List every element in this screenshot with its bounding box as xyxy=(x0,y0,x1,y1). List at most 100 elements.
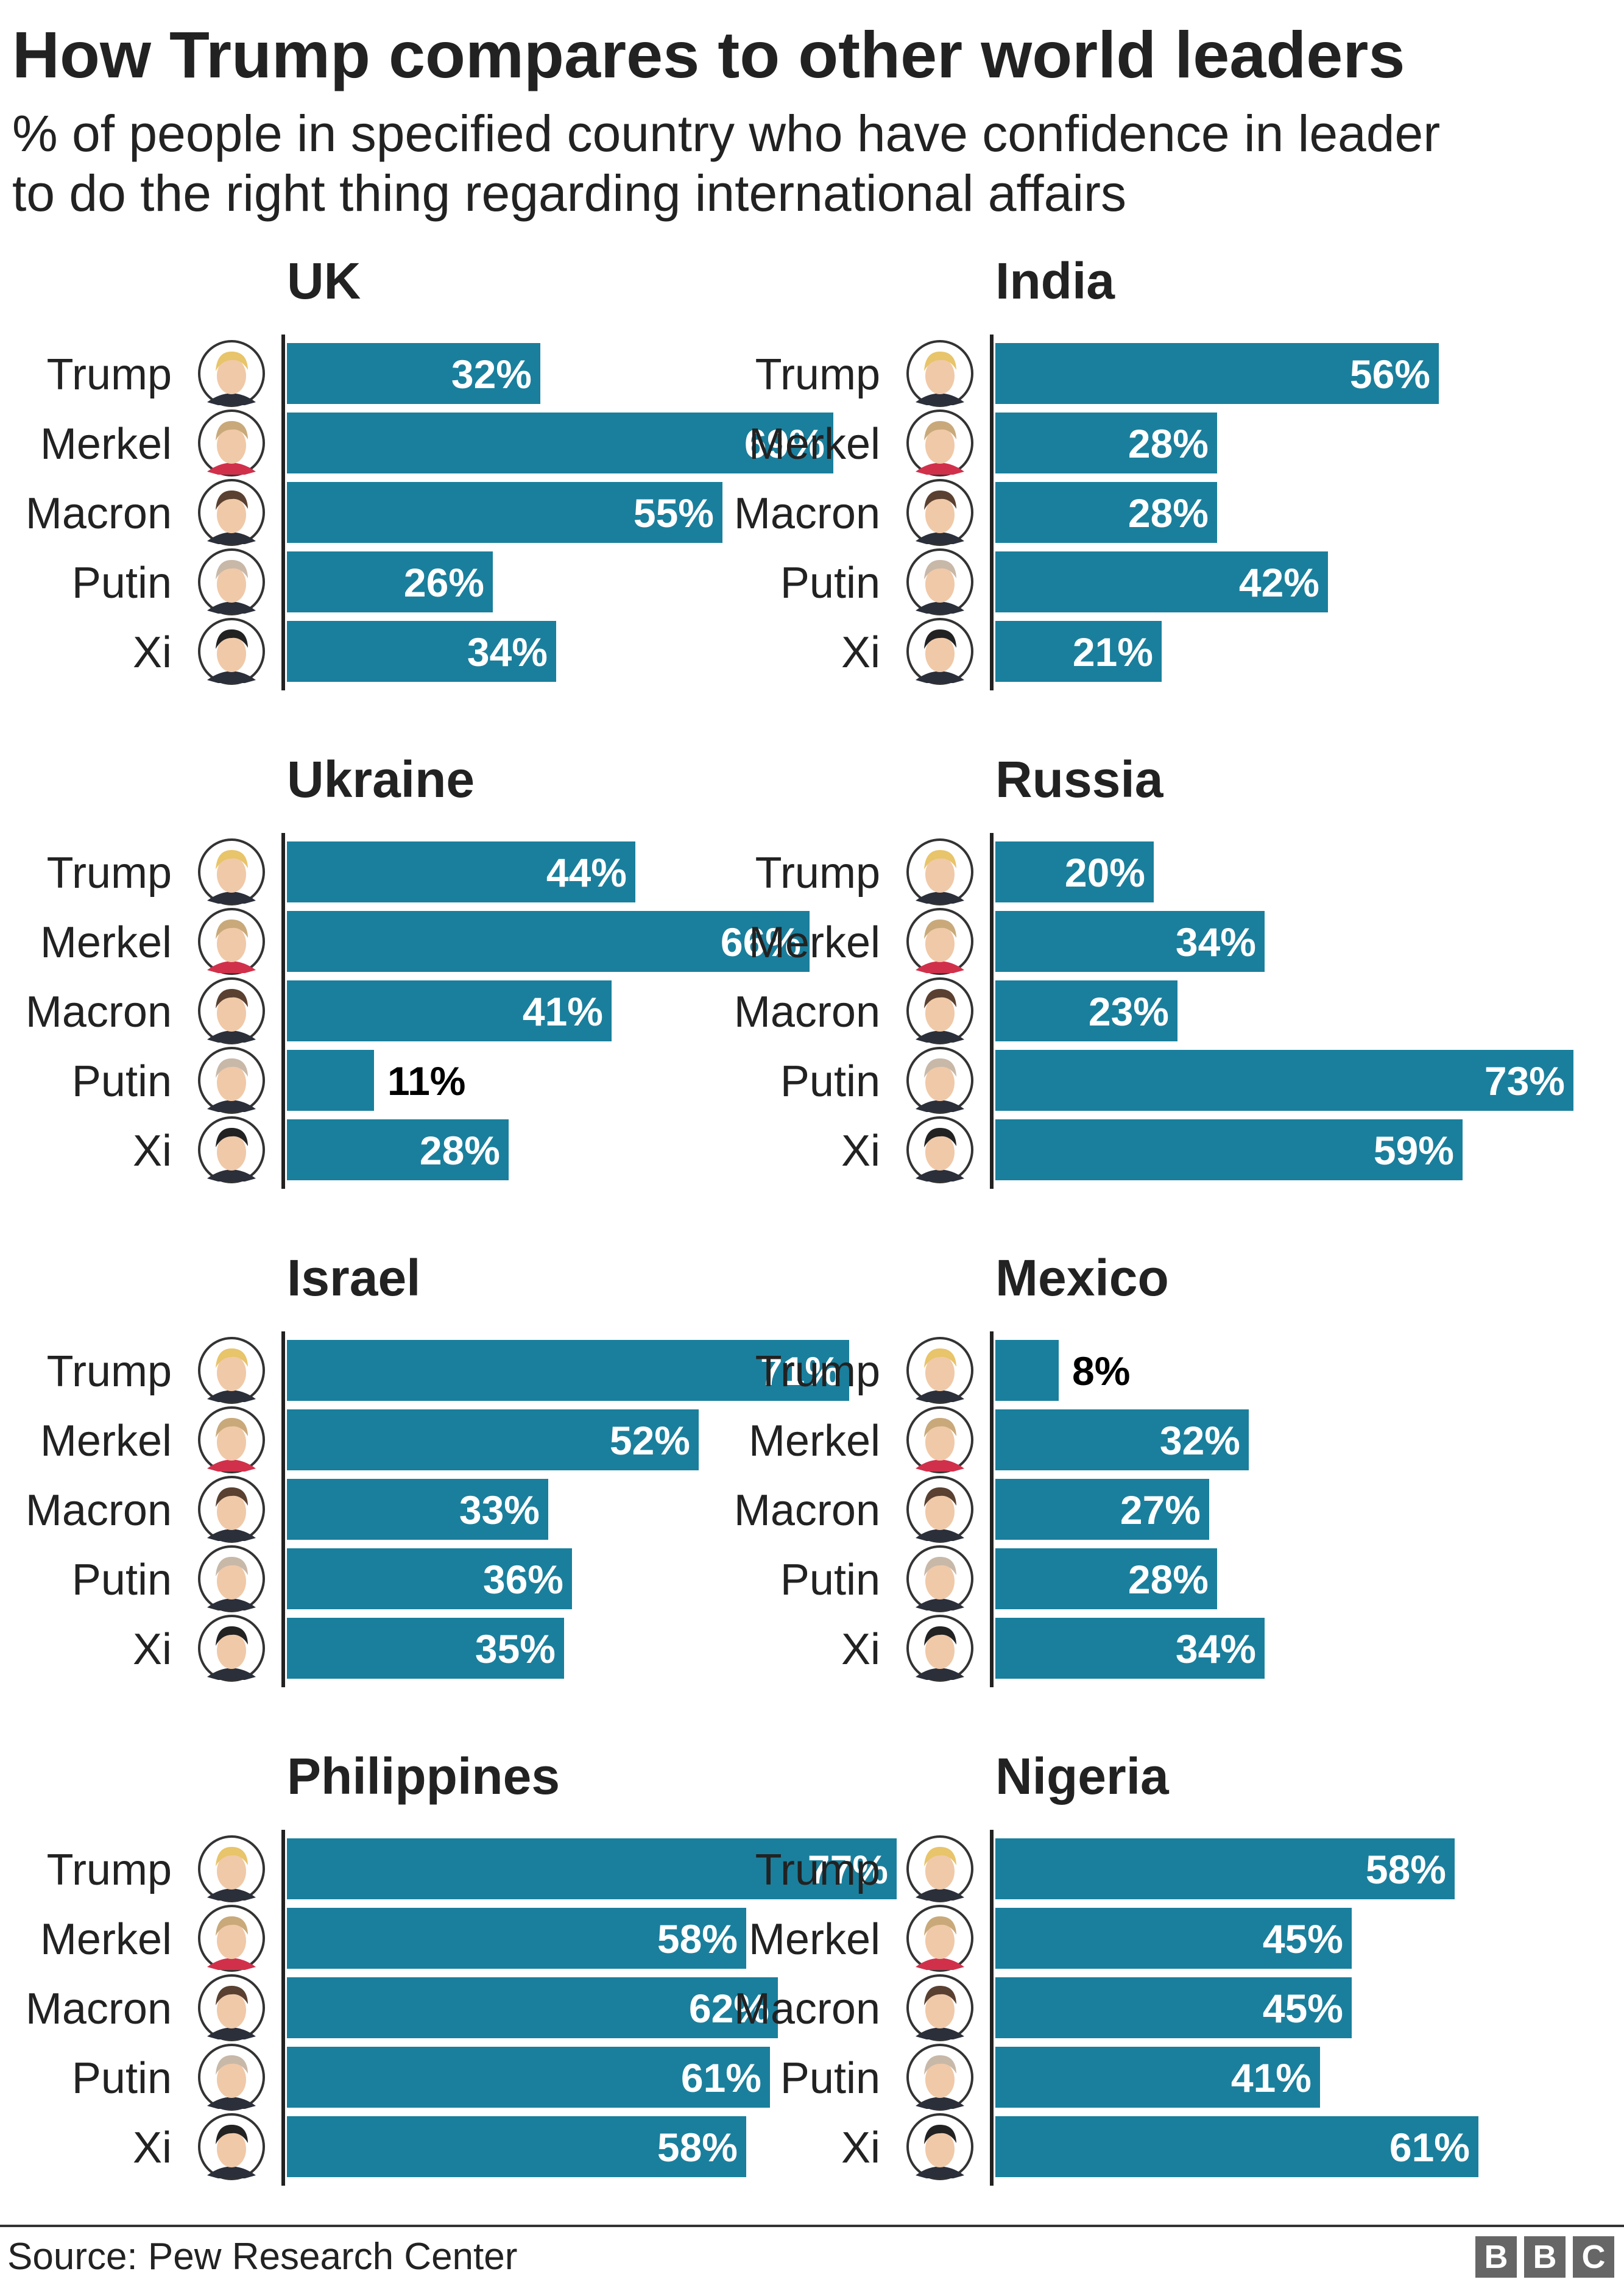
bar-nigeria-macron xyxy=(995,1977,1352,2038)
chart-subtitle: % of people in specified country who hav… xyxy=(12,104,1608,223)
value-label-ukraine-trump: 44% xyxy=(546,850,627,895)
value-label-israel-putin: 36% xyxy=(483,1557,563,1602)
bar-philippines-xi xyxy=(287,2116,746,2177)
value-label-nigeria-trump: 58% xyxy=(1366,1847,1446,1892)
value-label-mexico-xi: 34% xyxy=(1176,1626,1256,1671)
bar-mexico-macron xyxy=(995,1479,1209,1540)
value-label-israel-macron: 33% xyxy=(459,1487,540,1532)
trump-portrait-icon xyxy=(906,1337,973,1404)
merkel-portrait-icon xyxy=(906,409,973,476)
value-label-israel-trump: 71% xyxy=(760,1348,841,1394)
value-label-india-merkel: 28% xyxy=(1128,421,1209,466)
value-label-russia-macron: 23% xyxy=(1089,989,1169,1034)
leader-label-israel-xi: Xi xyxy=(133,1625,172,1674)
logo-letter-b2: B xyxy=(1524,2236,1566,2278)
bar-mexico-xi xyxy=(995,1618,1265,1679)
merkel-portrait-icon xyxy=(906,1406,973,1473)
axis-line-israel xyxy=(281,1331,285,1687)
axis-line-india xyxy=(990,335,994,690)
leader-label-philippines-merkel: Merkel xyxy=(40,1915,172,1964)
value-label-uk-putin: 26% xyxy=(404,560,484,605)
axis-line-russia xyxy=(990,833,994,1189)
xi-portrait-icon xyxy=(198,2113,265,2180)
bar-philippines-putin xyxy=(287,2047,770,2108)
bar-mexico-merkel xyxy=(995,1409,1249,1470)
panel-title-israel: Israel xyxy=(287,1249,421,1306)
bar-philippines-merkel xyxy=(287,1908,746,1969)
leader-label-india-putin: Putin xyxy=(780,559,880,608)
putin-portrait-icon xyxy=(198,548,265,615)
putin-portrait-icon xyxy=(906,548,973,615)
putin-portrait-icon xyxy=(198,2044,265,2111)
leader-label-mexico-putin: Putin xyxy=(780,1556,880,1604)
value-label-israel-merkel: 52% xyxy=(610,1418,690,1463)
trump-portrait-icon xyxy=(906,838,973,905)
value-label-uk-xi: 34% xyxy=(467,629,548,675)
leader-label-ukraine-macron: Macron xyxy=(26,988,172,1036)
bar-nigeria-merkel xyxy=(995,1908,1352,1969)
trump-portrait-icon xyxy=(198,1835,265,1902)
leader-label-russia-trump: Trump xyxy=(755,849,880,898)
trump-portrait-icon xyxy=(198,1337,265,1404)
axis-line-uk xyxy=(281,335,285,690)
value-label-ukraine-merkel: 66% xyxy=(721,919,801,965)
leader-label-philippines-putin: Putin xyxy=(72,2054,172,2103)
leader-label-nigeria-trump: Trump xyxy=(755,1846,880,1894)
value-label-russia-trump: 20% xyxy=(1065,850,1145,895)
value-label-philippines-xi: 58% xyxy=(657,2125,738,2170)
bar-israel-xi xyxy=(287,1618,564,1679)
leader-label-russia-xi: Xi xyxy=(841,1127,880,1175)
value-label-russia-xi: 59% xyxy=(1374,1128,1454,1173)
xi-portrait-icon xyxy=(198,1116,265,1183)
leader-label-israel-macron: Macron xyxy=(26,1486,172,1535)
bar-uk-trump xyxy=(287,343,540,404)
logo-letter-b1: B xyxy=(1475,2236,1517,2278)
leader-label-mexico-trump: Trump xyxy=(755,1347,880,1396)
bar-ukraine-xi xyxy=(287,1119,509,1180)
bar-israel-macron xyxy=(287,1479,548,1540)
bar-nigeria-xi xyxy=(995,2116,1478,2177)
leader-label-nigeria-macron: Macron xyxy=(734,1985,880,2033)
putin-portrait-icon xyxy=(198,1545,265,1612)
bar-mexico-trump xyxy=(995,1340,1059,1401)
leader-label-russia-merkel: Merkel xyxy=(749,918,880,967)
merkel-portrait-icon xyxy=(906,1905,973,1972)
bar-nigeria-trump xyxy=(995,1838,1455,1899)
bar-uk-merkel xyxy=(287,413,833,473)
bar-india-macron xyxy=(995,482,1217,543)
macron-portrait-icon xyxy=(198,977,265,1044)
xi-portrait-icon xyxy=(906,1116,973,1183)
macron-portrait-icon xyxy=(906,479,973,546)
footer-divider xyxy=(0,2225,1624,2227)
leader-label-ukraine-xi: Xi xyxy=(133,1127,172,1175)
value-label-mexico-putin: 28% xyxy=(1128,1557,1209,1602)
value-label-india-trump: 56% xyxy=(1350,352,1430,397)
macron-portrait-icon xyxy=(906,1476,973,1543)
leader-label-philippines-trump: Trump xyxy=(47,1846,172,1894)
trump-portrait-icon xyxy=(198,340,265,407)
panel-title-philippines: Philippines xyxy=(287,1748,560,1805)
xi-portrait-icon xyxy=(198,1615,265,1682)
bar-india-putin xyxy=(995,551,1328,612)
macron-portrait-icon xyxy=(198,479,265,546)
leader-label-india-macron: Macron xyxy=(734,489,880,538)
leader-label-philippines-xi: Xi xyxy=(133,2124,172,2172)
subtitle-line-2: to do the right thing regarding internat… xyxy=(12,165,1126,222)
bar-india-xi xyxy=(995,621,1162,682)
axis-line-philippines xyxy=(281,1830,285,2186)
trump-portrait-icon xyxy=(906,340,973,407)
bar-ukraine-trump xyxy=(287,841,635,902)
chart-title: How Trump compares to other world leader… xyxy=(12,18,1405,91)
source-note: Source: Pew Research Center xyxy=(7,2236,518,2278)
value-label-israel-xi: 35% xyxy=(475,1626,556,1671)
leader-label-ukraine-merkel: Merkel xyxy=(40,918,172,967)
panel-title-uk: UK xyxy=(287,252,361,310)
bar-uk-xi xyxy=(287,621,556,682)
merkel-portrait-icon xyxy=(906,908,973,975)
panel-title-russia: Russia xyxy=(995,751,1164,808)
bar-mexico-putin xyxy=(995,1548,1217,1609)
leader-label-nigeria-merkel: Merkel xyxy=(749,1915,880,1964)
value-label-philippines-merkel: 58% xyxy=(657,1916,738,1961)
panel-title-mexico: Mexico xyxy=(995,1249,1169,1306)
leader-label-india-xi: Xi xyxy=(841,628,880,677)
